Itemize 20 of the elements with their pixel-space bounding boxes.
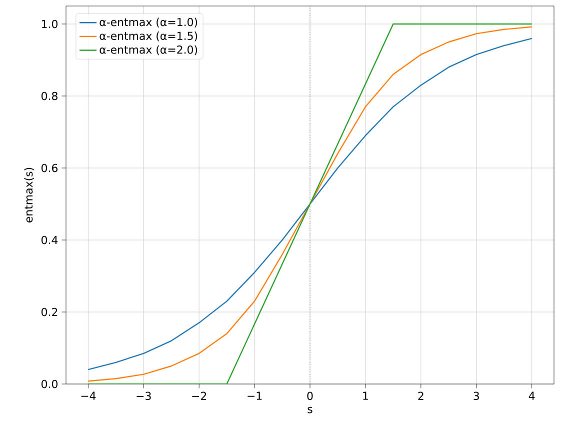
legend-label: α-entmax (α=2.0) xyxy=(100,45,198,56)
y-axis-title: entmax(s) xyxy=(24,168,34,222)
x-tick-label: 2 xyxy=(418,392,424,400)
x-tick-label: 1 xyxy=(363,392,368,400)
x-tick-label: −4 xyxy=(81,392,96,400)
y-tick-label: 1.0 xyxy=(42,20,58,28)
x-tick-label: 0 xyxy=(307,392,313,400)
x-tick-label: −1 xyxy=(248,392,262,400)
legend-label: α-entmax (α=1.5) xyxy=(100,32,198,42)
y-tick-label: 0.6 xyxy=(42,164,58,172)
y-tick-label: 0.2 xyxy=(42,308,58,316)
y-tick-label: 0.0 xyxy=(42,380,58,388)
x-tick-label: 3 xyxy=(474,392,479,400)
legend-label: α-entmax (α=1.0) xyxy=(100,18,198,28)
x-tick-label: −2 xyxy=(192,392,206,400)
x-tick-label: −3 xyxy=(136,392,151,400)
y-tick-label: 0.8 xyxy=(42,92,58,100)
x-tick-label: 4 xyxy=(528,392,535,400)
x-axis-title: s xyxy=(308,406,312,414)
y-tick-label: 0.4 xyxy=(42,236,58,244)
